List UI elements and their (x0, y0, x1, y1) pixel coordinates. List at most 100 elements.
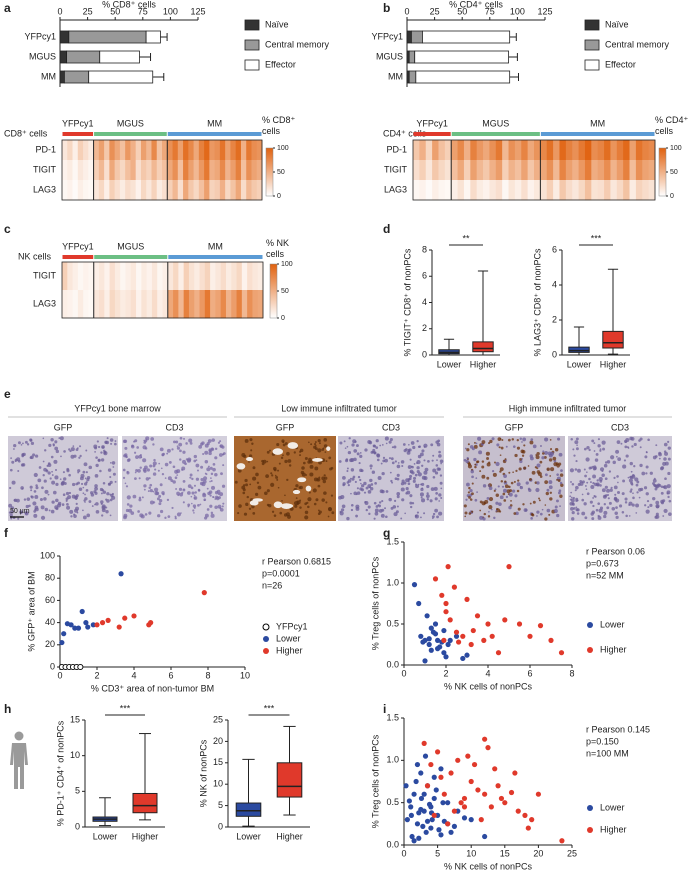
cell (84, 477, 87, 480)
y-tick-label: 4 (422, 297, 427, 307)
cell (594, 458, 599, 462)
heat-cell (623, 160, 630, 181)
cell (360, 482, 362, 485)
error-bar (509, 33, 517, 41)
cell (416, 439, 419, 443)
cell (176, 474, 179, 476)
cell (401, 479, 405, 483)
cell (338, 495, 342, 500)
point (428, 825, 434, 831)
x-tick-label: 125 (190, 6, 205, 16)
heat-cell (151, 262, 158, 291)
heat-cell (130, 160, 137, 181)
cell (530, 513, 534, 516)
heat-cell (463, 180, 471, 201)
cell (548, 513, 551, 516)
heat-cell (67, 262, 73, 291)
cell (597, 516, 602, 520)
heat-cell (419, 140, 427, 161)
cell (11, 480, 16, 485)
cell (209, 480, 211, 483)
heat-cell (578, 160, 586, 181)
colorbar-tick-label: 100 (670, 145, 682, 152)
heat-cell (204, 140, 210, 161)
cell (77, 469, 81, 473)
cell (529, 477, 532, 481)
heat-cell (151, 180, 158, 201)
cell (176, 446, 180, 450)
cell (324, 476, 328, 480)
cell (174, 517, 177, 520)
cell (378, 504, 382, 508)
cell (248, 460, 250, 463)
scale-bar-label: 50 µm (10, 508, 30, 515)
cell (318, 476, 321, 479)
cell (499, 467, 504, 472)
cell (382, 459, 386, 463)
point (430, 629, 436, 635)
cell (34, 507, 39, 512)
cell (109, 438, 114, 442)
cell (126, 471, 130, 475)
heat-cell (62, 290, 68, 319)
cell (97, 445, 101, 449)
cell (481, 465, 485, 469)
cell (54, 475, 59, 480)
cell (182, 450, 186, 454)
point (506, 564, 512, 570)
cell (208, 451, 212, 456)
cell (199, 503, 202, 506)
cell (392, 505, 397, 509)
cell (195, 477, 200, 481)
cell (349, 477, 352, 480)
cell (286, 451, 290, 456)
cell (44, 489, 49, 494)
heat-cell (157, 290, 163, 319)
point (458, 800, 464, 806)
heat-cell (629, 180, 637, 201)
cell (191, 477, 194, 481)
cell (536, 467, 539, 470)
cell (55, 482, 59, 486)
cell (266, 450, 270, 454)
cell (416, 511, 420, 514)
cell (499, 454, 502, 457)
heat-cell (146, 140, 152, 161)
cell (470, 469, 474, 474)
heat-cell (141, 262, 148, 291)
heat-cell (188, 140, 194, 161)
cell (584, 474, 587, 478)
cell (135, 468, 139, 472)
row-label: TIGIT (33, 164, 56, 174)
cell (299, 448, 304, 453)
cell (629, 475, 632, 479)
cell (50, 509, 55, 514)
cell (556, 478, 558, 481)
cell (584, 485, 587, 487)
cell (409, 474, 413, 478)
heat-cell (508, 160, 516, 181)
cell (380, 513, 385, 518)
cell (510, 481, 514, 485)
image-label: GFP (505, 422, 524, 432)
cell (76, 447, 79, 450)
cell (185, 442, 188, 445)
y-axis-label: % TIGIT⁺ CD8⁺ of nonPCs (402, 248, 412, 356)
panel-label: g (383, 526, 390, 540)
heat-cell (156, 140, 163, 161)
cell (106, 437, 109, 440)
cell (266, 460, 269, 463)
cell (277, 469, 280, 472)
cell (213, 496, 215, 498)
cell (348, 437, 351, 440)
heat-cell (230, 140, 237, 161)
y-tick-label: 0.0 (386, 659, 399, 669)
point (426, 636, 432, 642)
cell (576, 508, 580, 512)
legend-label: Naïve (605, 19, 629, 29)
cell (581, 480, 585, 484)
cell (552, 456, 557, 461)
point (443, 609, 449, 615)
bar-segment (59, 50, 68, 64)
heat-cell (151, 140, 158, 161)
